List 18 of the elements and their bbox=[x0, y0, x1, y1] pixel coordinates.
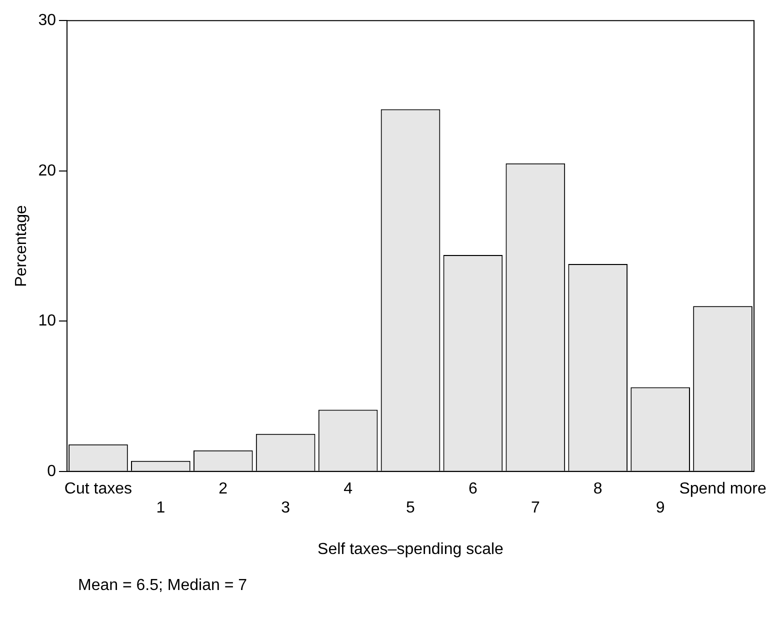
x-tick-label: 2 bbox=[218, 480, 228, 498]
x-tick-label: 9 bbox=[656, 500, 665, 517]
y-tick-label: 10 bbox=[38, 312, 56, 330]
x-tick-label: 4 bbox=[344, 480, 353, 498]
y-tick-label: 20 bbox=[38, 162, 56, 180]
y-axis-title: Percentage bbox=[13, 204, 30, 287]
x-axis-title: Self taxes–spending scale bbox=[318, 540, 504, 558]
x-tick-label: 1 bbox=[156, 500, 166, 517]
x-tick-label: Spend more bbox=[679, 480, 766, 498]
text: Mean = 6.5; Median = 7 bbox=[78, 577, 248, 595]
x-tick-label: 3 bbox=[281, 500, 290, 517]
x-tick-label: 5 bbox=[406, 500, 416, 517]
x-tick-label: 7 bbox=[530, 500, 540, 517]
y-tick-label: 30 bbox=[38, 12, 56, 30]
x-tick-label: Cut taxes bbox=[64, 480, 132, 498]
x-tick-label: 8 bbox=[593, 480, 602, 498]
y-tick-label: 0 bbox=[47, 462, 56, 480]
x-tick-label: 6 bbox=[468, 480, 478, 498]
